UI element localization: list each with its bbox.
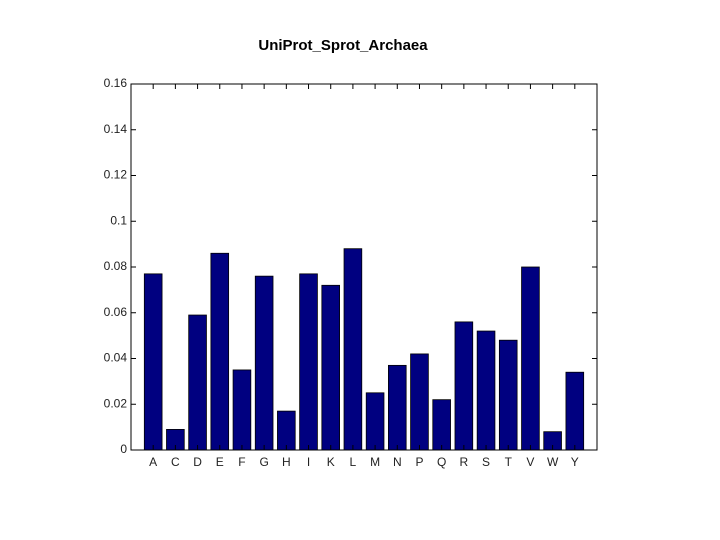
bar	[277, 410, 296, 451]
y-tick-label: 0	[120, 442, 127, 456]
y-tick-label: 0.12	[104, 168, 128, 182]
plot-frame	[130, 83, 598, 451]
chart-title: UniProt_Sprot_Archaea	[258, 37, 428, 54]
y-tick-label: 0.02	[104, 396, 128, 410]
x-tick-label: N	[393, 455, 402, 469]
bar	[476, 330, 496, 451]
y-tick-label: 0.1	[110, 213, 127, 227]
x-tick-label: C	[171, 455, 180, 469]
bar	[299, 273, 318, 451]
x-tick-label: G	[259, 455, 268, 469]
y-tick-label: 0.08	[104, 259, 128, 273]
x-tick-label: M	[370, 455, 380, 469]
bar	[388, 364, 407, 451]
x-tick-label: F	[238, 455, 245, 469]
y-tick-label: 0.16	[104, 76, 128, 90]
bar	[365, 392, 385, 451]
bar	[143, 273, 163, 451]
y-tick-label: 0.04	[104, 351, 128, 365]
bar	[432, 399, 451, 451]
x-tick-label: K	[327, 455, 335, 469]
bar	[321, 284, 340, 451]
bar	[188, 314, 207, 451]
y-tick-label: 0.14	[104, 122, 128, 136]
bar	[521, 266, 540, 451]
x-tick-label: I	[307, 455, 310, 469]
y-tick-label: 0.06	[104, 305, 128, 319]
x-tick-label: P	[415, 455, 423, 469]
bar	[343, 248, 363, 451]
x-tick-label: A	[149, 455, 157, 469]
bar	[454, 321, 474, 451]
x-tick-label: L	[350, 455, 357, 469]
x-tick-label: W	[547, 455, 559, 469]
bar	[565, 371, 585, 451]
x-tick-label: T	[505, 455, 513, 469]
x-tick-label: Y	[571, 455, 579, 469]
x-tick-label: D	[193, 455, 202, 469]
bar	[254, 275, 274, 451]
x-tick-label: R	[460, 455, 469, 469]
bar	[410, 353, 429, 451]
x-tick-label: H	[282, 455, 291, 469]
x-tick-label: V	[526, 455, 534, 469]
bar	[210, 252, 230, 451]
bar	[498, 339, 518, 451]
bar	[232, 369, 252, 451]
x-tick-label: S	[482, 455, 490, 469]
x-tick-label: E	[216, 455, 224, 469]
x-tick-label: Q	[437, 455, 446, 469]
